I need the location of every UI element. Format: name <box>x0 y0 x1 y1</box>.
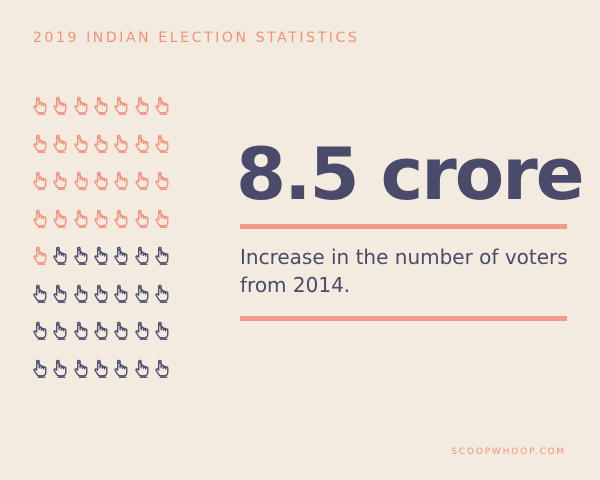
pointing-hand-icon <box>155 96 169 116</box>
pointing-hand-icon <box>134 134 149 154</box>
pointing-hand-icon <box>73 284 88 304</box>
pointing-hand-icon <box>33 284 47 304</box>
pointing-hand-icon <box>155 134 169 154</box>
pointing-hand-icon <box>134 96 149 116</box>
pointing-hand-icon <box>155 209 169 229</box>
pointing-hand-icon <box>53 96 67 116</box>
pointing-hand-icon <box>73 171 88 191</box>
pointing-hand-icon <box>94 134 108 154</box>
pointing-hand-icon <box>114 359 128 379</box>
pointing-hand-icon <box>114 134 128 154</box>
pointing-hand-icon <box>53 321 67 341</box>
pointing-hand-icon <box>53 284 67 304</box>
pointing-hand-icon <box>134 321 149 341</box>
pointing-hand-icon <box>155 171 169 191</box>
hand-icon-grid <box>33 96 173 386</box>
pointing-hand-icon <box>94 321 108 341</box>
pointing-hand-icon <box>94 171 108 191</box>
pointing-hand-icon <box>94 96 108 116</box>
pointing-hand-icon <box>33 96 47 116</box>
pointing-hand-icon <box>155 321 169 341</box>
source-credit: SCOOPWHOOP.COM <box>451 447 566 457</box>
pointing-hand-icon <box>73 321 88 341</box>
pointing-hand-icon <box>114 171 128 191</box>
pointing-hand-icon <box>134 359 149 379</box>
pointing-hand-icon <box>94 284 108 304</box>
pointing-hand-icon <box>94 246 108 266</box>
pointing-hand-icon <box>53 359 67 379</box>
pointing-hand-icon <box>53 134 67 154</box>
pointing-hand-icon <box>114 96 128 116</box>
pointing-hand-icon <box>134 171 149 191</box>
pointing-hand-icon <box>73 359 88 379</box>
stat-description: Increase in the number of voters from 20… <box>240 245 568 297</box>
pointing-hand-icon <box>134 284 149 304</box>
pointing-hand-icon <box>33 134 47 154</box>
pointing-hand-icon <box>53 246 67 266</box>
pointing-hand-icon <box>33 321 47 341</box>
pointing-hand-icon <box>114 284 128 304</box>
top-divider <box>240 224 567 229</box>
pointing-hand-icon <box>33 246 47 266</box>
pointing-hand-icon <box>114 209 128 229</box>
pointing-hand-icon <box>53 171 67 191</box>
pointing-hand-icon <box>155 284 169 304</box>
pointing-hand-icon <box>33 359 47 379</box>
pointing-hand-icon <box>134 246 149 266</box>
pointing-hand-icon <box>155 246 169 266</box>
pointing-hand-icon <box>53 209 67 229</box>
pointing-hand-icon <box>94 359 108 379</box>
pointing-hand-icon <box>73 246 88 266</box>
pointing-hand-icon <box>94 209 108 229</box>
pointing-hand-icon <box>73 209 88 229</box>
pointing-hand-icon <box>155 359 169 379</box>
pointing-hand-icon <box>134 209 149 229</box>
pointing-hand-icon <box>114 321 128 341</box>
pointing-hand-icon <box>73 96 88 116</box>
pointing-hand-icon <box>33 209 47 229</box>
header-eyebrow: 2019 INDIAN ELECTION STATISTICS <box>33 30 360 46</box>
pointing-hand-icon <box>73 134 88 154</box>
pointing-hand-icon <box>114 246 128 266</box>
bottom-divider <box>240 316 567 321</box>
pointing-hand-icon <box>33 171 47 191</box>
stat-value: 8.5 crore <box>236 132 585 216</box>
